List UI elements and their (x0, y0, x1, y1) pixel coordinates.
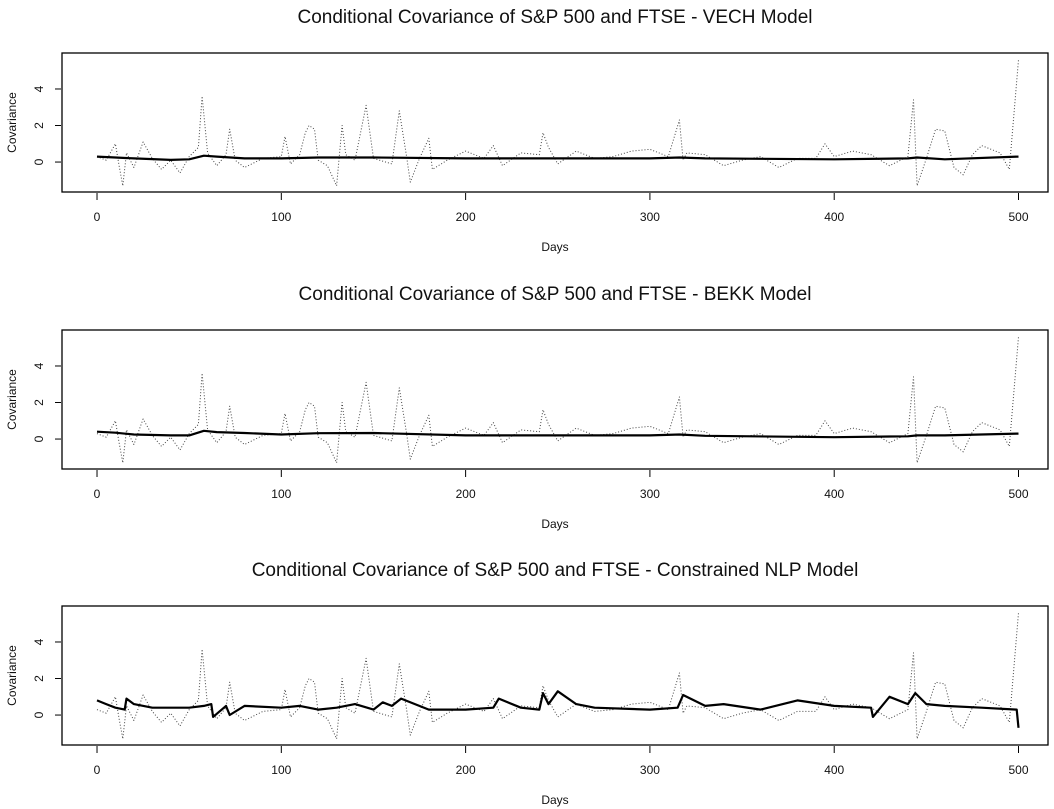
chart-title: Conditional Covariance of S&P 500 and FT… (299, 284, 812, 305)
x-tick-label: 300 (640, 763, 660, 777)
covariance-line (96, 690, 1020, 728)
x-axis-label: Days (541, 793, 568, 807)
x-tick-label: 400 (824, 210, 844, 224)
x-tick-label: 100 (271, 487, 291, 501)
product-line (96, 612, 1019, 740)
x-tick-label: 500 (1008, 763, 1028, 777)
x-tick-label: 0 (94, 763, 101, 777)
y-tick-label: 4 (32, 362, 46, 369)
covariance-line (96, 154, 1019, 161)
product-line (96, 59, 1019, 187)
chart-title: Conditional Covariance of S&P 500 and FT… (297, 7, 812, 28)
y-tick-label: 0 (32, 711, 46, 718)
y-tick-label: 2 (32, 675, 46, 682)
x-tick-label: 500 (1008, 210, 1028, 224)
y-tick-label: 0 (32, 158, 46, 165)
y-tick-label: 4 (32, 85, 46, 92)
plot-frame (61, 52, 1049, 193)
y-tick-label: 4 (32, 638, 46, 645)
x-tick-label: 100 (271, 763, 291, 777)
x-tick-label: 0 (94, 210, 101, 224)
y-axis-label: Covariance (5, 645, 19, 706)
x-tick-label: 300 (640, 487, 660, 501)
plot-frame (61, 329, 1049, 470)
x-tick-label: 500 (1008, 487, 1028, 501)
x-tick-label: 400 (824, 763, 844, 777)
product-line (96, 336, 1019, 464)
x-tick-label: 200 (456, 210, 476, 224)
y-tick-label: 2 (32, 122, 46, 129)
plot-frame (61, 605, 1049, 746)
x-axis-label: Days (541, 517, 568, 531)
y-axis-label: Covariance (5, 92, 19, 153)
x-tick-label: 200 (456, 763, 476, 777)
y-tick-label: 2 (32, 399, 46, 406)
x-axis-label: Days (541, 240, 568, 254)
covariance-line (96, 429, 1019, 439)
x-tick-label: 0 (94, 487, 101, 501)
chart-title: Conditional Covariance of S&P 500 and FT… (252, 560, 859, 581)
x-tick-label: 400 (824, 487, 844, 501)
x-tick-label: 300 (640, 210, 660, 224)
x-tick-label: 100 (271, 210, 291, 224)
y-axis-label: Covariance (5, 369, 19, 430)
y-tick-label: 0 (32, 435, 46, 442)
x-tick-label: 200 (456, 487, 476, 501)
